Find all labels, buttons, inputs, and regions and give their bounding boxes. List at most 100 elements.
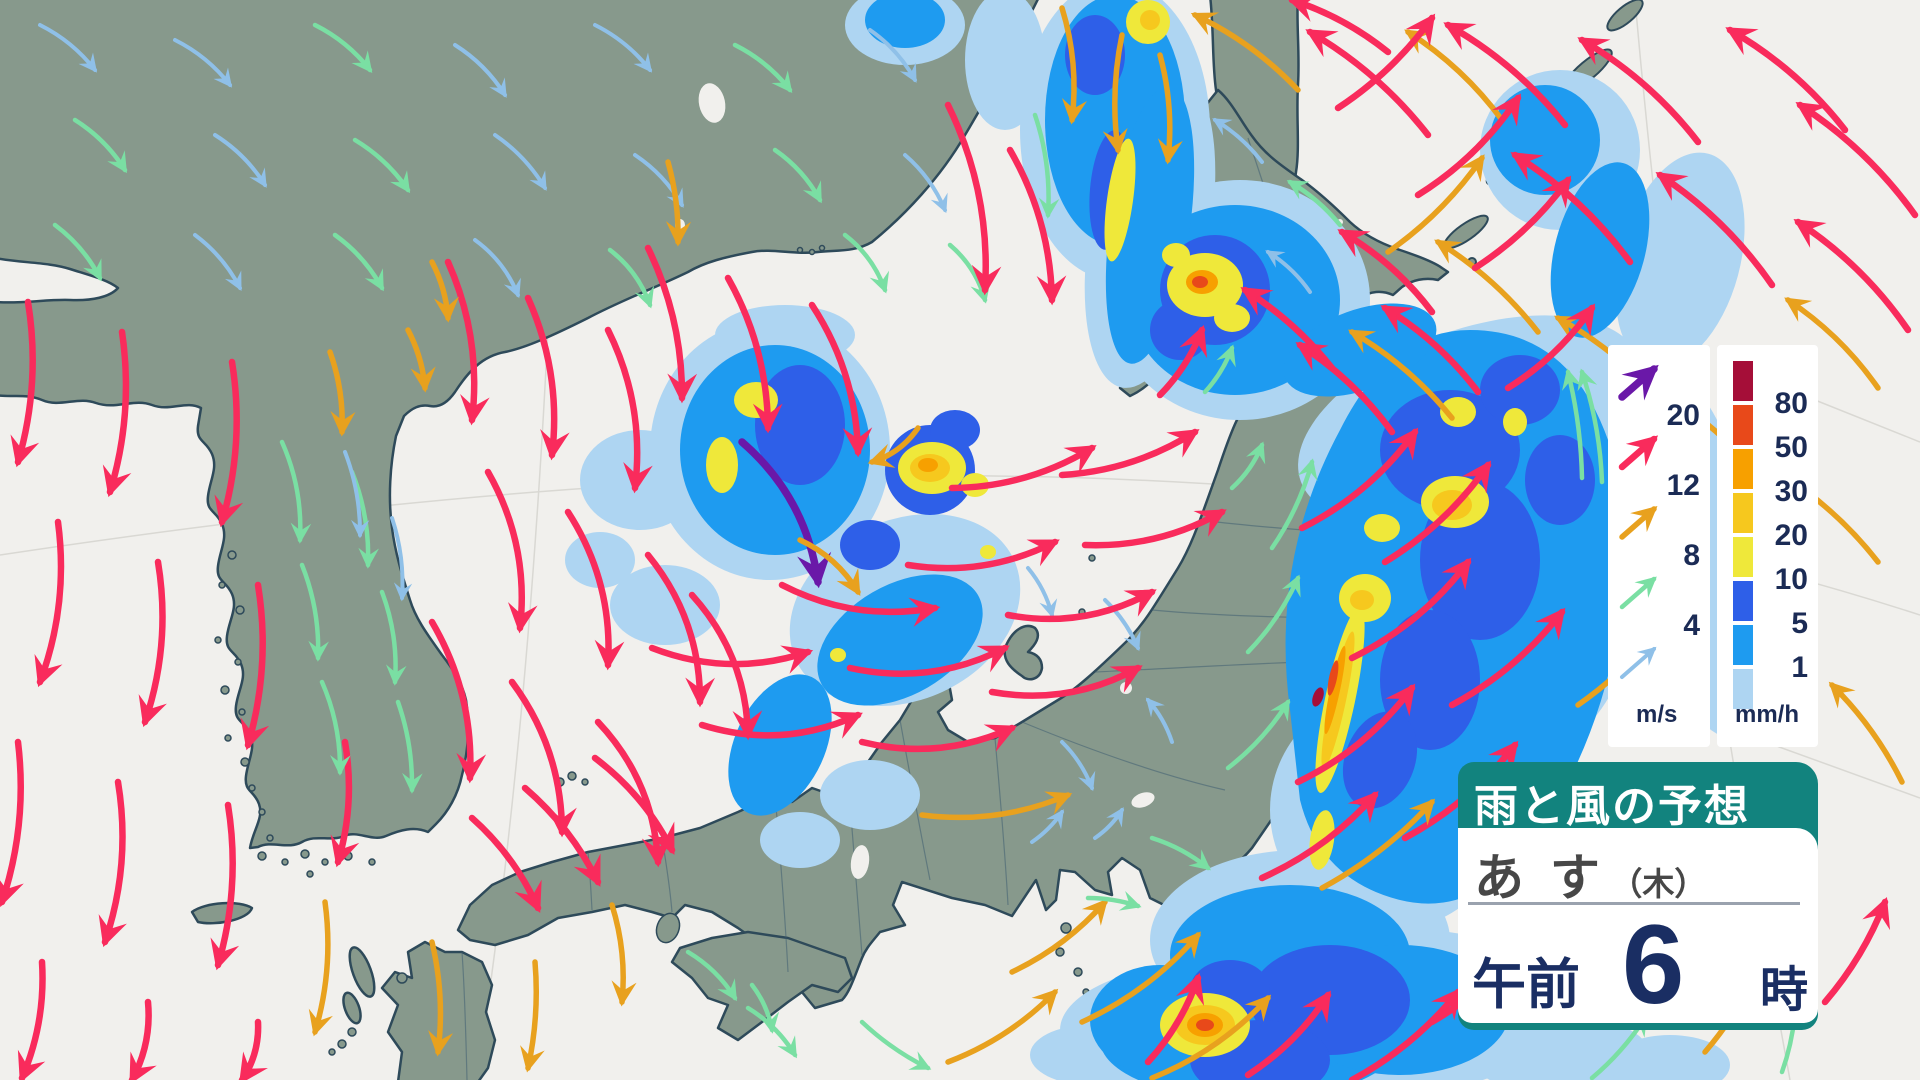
wind-arrow [593, 23, 653, 73]
legend-wind-arrow-icon [1620, 646, 1657, 679]
map-shape [281, 858, 289, 866]
wind-arrow [688, 591, 763, 741]
map-shape [1350, 590, 1374, 610]
wind-arrow [343, 450, 370, 539]
wind-arrow [1240, 286, 1336, 372]
island-jeju [190, 901, 254, 925]
map-shape [565, 532, 635, 588]
wind-arrow [1337, 228, 1436, 316]
wind-arrow [1348, 329, 1455, 421]
wind-arrow [1030, 809, 1064, 844]
wind-arrow [1562, 368, 1585, 481]
legend-rain-color-box [1733, 361, 1753, 401]
map-shape [830, 648, 846, 662]
map-shape [820, 760, 920, 830]
map-shape [1060, 922, 1072, 934]
map-shape [760, 812, 840, 868]
map-shape [328, 1048, 336, 1056]
wind-speed-legend: m/s 20 12 8 4 [1608, 345, 1710, 747]
wind-arrow [1504, 303, 1596, 392]
wind-arrow [428, 618, 487, 784]
rain-intensity-legend: mm/h 80 50 30 20 10 5 1 [1717, 345, 1818, 747]
forecast-ampm-label: 午前 [1472, 955, 1580, 1015]
wind-arrow [778, 581, 941, 627]
wind-arrow [17, 958, 46, 1080]
wind-arrow [38, 23, 98, 73]
wind-arrow [988, 664, 1143, 699]
wind-arrow [698, 711, 863, 739]
map-shape [1055, 947, 1065, 957]
wind-arrow [379, 589, 407, 686]
wind-arrow [945, 988, 1059, 1065]
legend-wind-arrow-icon [1619, 505, 1658, 540]
wind-arrow [312, 22, 373, 73]
land-shikoku [670, 930, 854, 1042]
map-shape [1214, 304, 1250, 332]
map-shape [818, 244, 826, 252]
map-shape [234, 658, 242, 666]
map-shape [224, 734, 232, 742]
wind-arrow [193, 233, 242, 291]
wind-arrow [1348, 557, 1472, 662]
wind-arrow [1265, 250, 1312, 294]
wind-arrow [1009, 898, 1109, 975]
legend-rain-value: 20 [1774, 519, 1808, 552]
legend-wind-arrow-icon [1619, 576, 1657, 610]
map-shape [266, 834, 274, 842]
forecast-panel: 雨と風の予想 あ す （木） 午前 6 時 [1458, 762, 1818, 1030]
wind-arrow [919, 791, 1073, 821]
map-shape [214, 636, 222, 644]
wind-arrow [1145, 697, 1174, 744]
wind-arrow [1577, 368, 1605, 485]
forecast-panel-body: あ す （木） 午前 6 時 [1458, 828, 1818, 1027]
wind-arrow [10, 298, 40, 468]
wind-arrow [1258, 790, 1379, 882]
wind-arrow [1144, 972, 1205, 1066]
wind-arrow [903, 153, 948, 214]
map-shape [337, 1039, 347, 1049]
wind-arrow [1032, 112, 1060, 219]
wind-arrow [1058, 428, 1200, 479]
wind-arrow [1156, 324, 1208, 399]
forecast-time-row: 午前 6 時 [1472, 902, 1812, 1027]
map-shape [1503, 408, 1527, 436]
wind-arrow [1334, 13, 1436, 112]
wind-arrow [327, 349, 356, 437]
wind-arrow [520, 959, 545, 1073]
wind-arrow [1202, 344, 1236, 395]
rain-80mm [1192, 276, 1339, 1031]
map-shape [980, 545, 996, 559]
wind-arrow [1212, 118, 1264, 164]
legend-rain-value: 1 [1791, 651, 1808, 684]
map-shape [1619, 576, 1657, 610]
wind-arrow [644, 551, 716, 708]
wind-arrow [1286, 0, 1392, 56]
legend-rain-value: 5 [1791, 607, 1808, 640]
map-shape [1120, 682, 1132, 694]
map-shape [1480, 355, 1560, 425]
wind-arrow [521, 784, 602, 887]
wind-arrow [1725, 26, 1849, 134]
wind-arrow [1059, 5, 1088, 125]
legend-rain-color-box [1733, 493, 1753, 533]
map-shape [220, 685, 230, 695]
map-shape [1321, 631, 1355, 769]
wind-arrow [173, 38, 233, 88]
map-shape [918, 458, 938, 472]
wind-arrow [1655, 171, 1776, 289]
wind-arrow [1079, 931, 1201, 1025]
wind-arrow [1004, 588, 1157, 623]
legend-rain-value: 50 [1774, 431, 1808, 464]
wind-arrow [1510, 151, 1634, 266]
forecast-weekday-label: （木） [1610, 866, 1707, 902]
wind-arrow [34, 518, 65, 688]
map-shape [728, 674, 832, 816]
wind-arrow [644, 244, 698, 404]
legend-rain-color-box [1733, 449, 1753, 489]
map-shape [1618, 435, 1659, 471]
rain-max [1312, 687, 1324, 707]
wind-arrow [1298, 427, 1419, 532]
map-shape [258, 808, 266, 816]
legend-rain-color-box [1733, 625, 1753, 665]
